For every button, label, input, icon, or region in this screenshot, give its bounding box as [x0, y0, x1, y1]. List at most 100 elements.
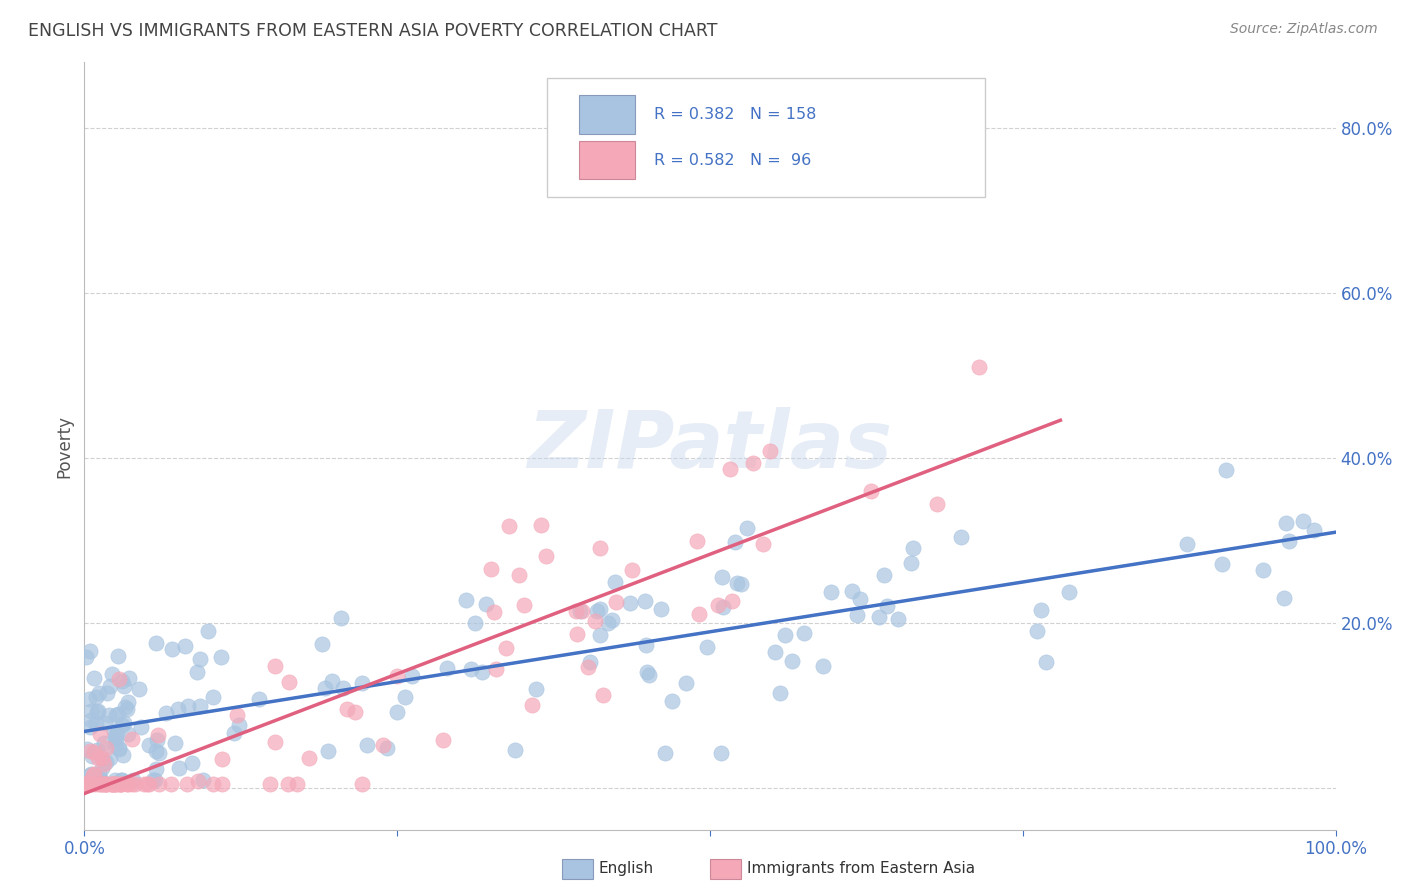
Point — [83, 671, 105, 685]
Point — [278, 675, 301, 690]
Point — [124, 777, 146, 791]
Point — [211, 752, 233, 766]
Point — [264, 735, 287, 749]
Point — [96, 686, 118, 700]
Point — [79, 767, 101, 781]
Point — [111, 773, 134, 788]
Point — [768, 686, 790, 700]
Point — [104, 738, 127, 752]
Text: ZIPatlas: ZIPatlas — [527, 407, 893, 485]
Point — [108, 672, 131, 686]
Point — [87, 685, 110, 699]
Point — [155, 706, 177, 720]
Point — [87, 777, 110, 791]
Point — [1215, 463, 1237, 477]
Text: Source: ZipAtlas.com: Source: ZipAtlas.com — [1230, 22, 1378, 37]
Point — [336, 701, 359, 715]
Point — [661, 694, 683, 708]
Point — [98, 708, 121, 723]
Point — [534, 549, 557, 563]
Point — [375, 741, 398, 756]
Point — [121, 731, 143, 746]
Point — [103, 723, 125, 738]
Point — [475, 597, 498, 611]
Text: R = 0.582   N =  96: R = 0.582 N = 96 — [654, 153, 811, 168]
Point — [90, 761, 112, 775]
Point — [686, 533, 709, 548]
Point — [1175, 537, 1198, 551]
Text: ENGLISH VS IMMIGRANTS FROM EASTERN ASIA POVERTY CORRELATION CHART: ENGLISH VS IMMIGRANTS FROM EASTERN ASIA … — [28, 22, 717, 40]
Text: Immigrants from Eastern Asia: Immigrants from Eastern Asia — [747, 862, 974, 876]
Point — [91, 750, 114, 764]
Point — [82, 767, 104, 781]
Point — [634, 593, 657, 607]
Point — [79, 766, 101, 780]
Point — [718, 461, 741, 475]
Point — [80, 749, 103, 764]
Point — [80, 704, 103, 718]
Point — [886, 612, 908, 626]
Point — [79, 744, 101, 758]
Point — [90, 773, 112, 788]
Point — [105, 726, 128, 740]
Point — [650, 602, 672, 616]
Point — [142, 773, 165, 788]
Point — [752, 537, 775, 551]
Point — [86, 743, 108, 757]
Point — [571, 604, 593, 618]
Point — [925, 497, 948, 511]
Point — [100, 777, 122, 791]
Point — [145, 636, 167, 650]
Point — [1035, 655, 1057, 669]
Point — [688, 607, 710, 621]
Point — [134, 777, 156, 791]
Point — [565, 604, 588, 618]
Point — [83, 767, 105, 781]
Point — [145, 744, 167, 758]
Point — [188, 651, 211, 665]
Point — [482, 605, 505, 619]
Point — [90, 777, 112, 791]
Point — [128, 682, 150, 697]
Point — [201, 777, 224, 791]
Point — [619, 596, 641, 610]
Point — [222, 726, 245, 740]
Point — [187, 773, 209, 788]
Point — [146, 728, 169, 742]
Point — [603, 575, 626, 590]
Point — [780, 654, 803, 668]
Point — [211, 777, 233, 791]
Point — [707, 599, 730, 613]
Point — [110, 777, 132, 791]
Point — [110, 777, 132, 791]
Point — [75, 649, 97, 664]
Point — [77, 692, 100, 706]
FancyBboxPatch shape — [547, 78, 986, 197]
Point — [89, 767, 111, 781]
Point — [568, 604, 591, 618]
Point — [385, 705, 408, 719]
Point — [148, 746, 170, 760]
Point — [605, 595, 627, 609]
Point — [84, 715, 107, 730]
Point — [117, 727, 139, 741]
Point — [725, 576, 748, 591]
Point — [600, 613, 623, 627]
Point — [860, 483, 883, 498]
Point — [87, 704, 110, 718]
Point — [166, 702, 188, 716]
Point — [100, 777, 122, 791]
Point — [485, 662, 508, 676]
Point — [460, 662, 482, 676]
Point — [1029, 603, 1052, 617]
Point — [873, 568, 896, 582]
Text: R = 0.382   N = 158: R = 0.382 N = 158 — [654, 107, 815, 122]
Point — [108, 740, 131, 755]
Point — [104, 729, 127, 743]
Point — [710, 747, 733, 761]
Point — [83, 777, 105, 791]
Point — [586, 604, 609, 618]
Point — [110, 777, 132, 791]
Point — [1251, 563, 1274, 577]
Point — [479, 562, 502, 576]
